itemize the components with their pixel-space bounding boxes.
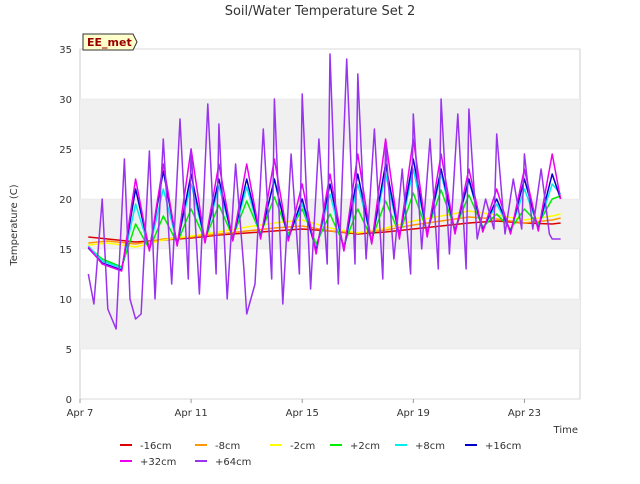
legend-item: +16cm [465,441,521,452]
legend-item: +32cm [120,457,176,468]
legend-label: -2cm [290,441,315,452]
y-tick-label: 15 [59,245,72,256]
legend-label: +32cm [140,457,176,468]
y-tick-label: 30 [59,95,72,106]
legend-label: +8cm [415,441,445,452]
station-badge: EE_met [82,33,138,51]
legend-item: +2cm [330,441,380,452]
x-axis: Apr 7 Apr 11 Apr 15 Apr 19 Apr 23 [67,399,541,419]
y-axis-label: Temperature (C) [9,184,20,266]
legend-label: -16cm [140,441,172,452]
legend-item: -2cm [270,441,315,452]
legend-item: +64cm [195,457,251,468]
y-tick-label: 25 [59,145,72,156]
legend: -16cm -8cm -2cm +2cm +8cm +16cm +32cm +64cm [120,441,521,468]
station-badge-label: EE_met [87,36,132,49]
x-tick-label: Apr 15 [286,408,319,419]
legend-label: +2cm [350,441,380,452]
series-lines [87,53,562,330]
series-line-+64cm [87,53,561,330]
chart-title: Soil/Water Temperature Set 2 [225,4,416,19]
legend-item: -8cm [195,441,240,452]
x-tick-label: Apr 7 [67,408,94,419]
y-tick-label: 20 [59,195,72,206]
legend-label: +64cm [215,457,251,468]
y-tick-label: 10 [59,295,72,306]
y-tick-label: 0 [66,395,72,406]
x-tick-label: Apr 23 [508,408,541,419]
grid-band [80,299,580,349]
series-line--8cm [88,216,561,245]
legend-label: +16cm [485,441,521,452]
y-tick-label: 35 [59,45,72,56]
x-tick-label: Apr 11 [175,408,208,419]
legend-item: +8cm [395,441,445,452]
y-tick-label: 5 [66,345,72,356]
x-tick-label: Apr 19 [397,408,430,419]
legend-item: -16cm [120,441,172,452]
series-line-+32cm [87,138,562,272]
legend-label: -8cm [215,441,240,452]
x-axis-label: Time [553,425,578,436]
series-line-+2cm [87,189,561,268]
